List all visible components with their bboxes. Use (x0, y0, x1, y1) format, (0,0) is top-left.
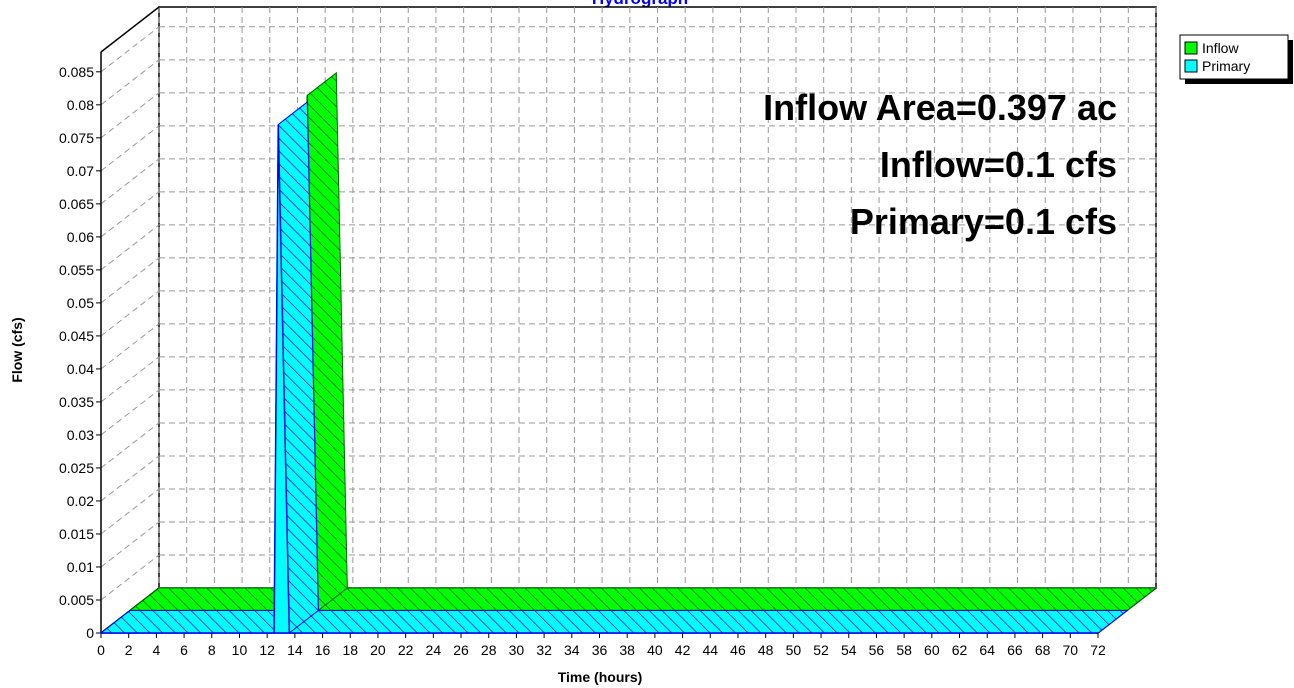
y-tick-label: 0.02 (67, 493, 94, 509)
x-tick-label: 14 (287, 642, 303, 658)
grid-line (100, 26, 160, 73)
grid-line (100, 224, 160, 271)
y-tick-label: 0.025 (59, 460, 94, 476)
x-tick-label: 8 (208, 642, 216, 658)
legend-swatch (1184, 59, 1198, 73)
y-tick-label: 0.035 (59, 394, 94, 410)
x-tick-label: 26 (453, 642, 469, 658)
x-tick-label: 72 (1090, 642, 1106, 658)
x-tick-label: 70 (1063, 642, 1079, 658)
x-tick-label: 12 (259, 642, 275, 658)
legend (1179, 34, 1289, 80)
y-tick-label: 0.015 (59, 526, 94, 542)
y-tick-label: 0.04 (67, 361, 94, 377)
x-tick-label: 62 (952, 642, 968, 658)
y-tick-label: 0.075 (59, 130, 94, 146)
x-tick-label: 56 (869, 642, 885, 658)
x-tick-label: 4 (152, 642, 160, 658)
grid-line (100, 290, 160, 337)
ribbon-front (101, 124, 1098, 634)
x-tick-label: 48 (758, 642, 774, 658)
y-tick-label: 0.085 (59, 64, 94, 80)
annotation: Inflow=0.1 cfs (880, 144, 1117, 185)
x-tick-label: 42 (675, 642, 691, 658)
annotation: Inflow Area=0.397 ac (763, 87, 1117, 128)
x-tick-label: 6 (180, 642, 188, 658)
x-tick-label: 18 (342, 642, 358, 658)
y-tick-label: 0.055 (59, 262, 94, 278)
x-tick-label: 46 (730, 642, 746, 658)
grid-line (100, 257, 160, 304)
x-tick-label: 38 (619, 642, 635, 658)
x-tick-label: 50 (786, 642, 802, 658)
grid-line (100, 158, 160, 205)
chart-title: Hydrograph (592, 0, 688, 8)
grid-line (100, 191, 160, 238)
ribbon-top (99, 610, 305, 634)
x-tick-label: 28 (481, 642, 497, 658)
y-tick-label: 0 (86, 625, 94, 641)
x-tick-label: 64 (979, 642, 995, 658)
x-tick-label: 2 (125, 642, 133, 658)
grid-line (100, 59, 160, 106)
y-tick-label: 0.045 (59, 328, 94, 344)
grid-line (100, 323, 160, 370)
x-tick-label: 34 (564, 642, 580, 658)
axis-line (100, 6, 160, 53)
grid-line (100, 389, 160, 436)
ribbon-top (287, 610, 1129, 634)
legend-label: Inflow (1202, 40, 1239, 56)
x-tick-label: 54 (841, 642, 857, 658)
y-tick-label: 0.03 (67, 427, 94, 443)
grid-line (100, 125, 160, 172)
x-tick-label: 30 (509, 642, 525, 658)
x-tick-label: 44 (702, 642, 718, 658)
x-tick-label: 20 (370, 642, 386, 658)
legend-label: Primary (1202, 58, 1250, 74)
x-tick-label: 24 (426, 642, 442, 658)
legend-swatch (1184, 41, 1198, 55)
y-tick-label: 0.01 (67, 559, 94, 575)
x-tick-label: 58 (896, 642, 912, 658)
x-tick-label: 32 (536, 642, 552, 658)
x-tick-label: 52 (813, 642, 829, 658)
grid-line (100, 521, 160, 568)
y-tick-label: 0.08 (67, 97, 94, 113)
grid-line (100, 92, 160, 139)
y-tick-label: 0.05 (67, 295, 94, 311)
y-tick-label: 0.005 (59, 592, 94, 608)
y-tick-label: 0.07 (67, 163, 94, 179)
grid-line (100, 554, 160, 601)
x-tick-label: 10 (232, 642, 248, 658)
x-tick-label: 60 (924, 642, 940, 658)
x-tick-label: 68 (1035, 642, 1051, 658)
y-tick-label: 0.065 (59, 196, 94, 212)
x-tick-label: 66 (1007, 642, 1023, 658)
grid-line (100, 356, 160, 403)
y-axis-label: Flow (cfs) (9, 317, 25, 382)
x-tick-label: 16 (315, 642, 331, 658)
grid-line (100, 488, 160, 535)
grid-line (100, 422, 160, 469)
grid-line (100, 455, 160, 502)
x-tick-label: 36 (592, 642, 608, 658)
y-tick-label: 0.06 (67, 229, 94, 245)
x-tick-label: 40 (647, 642, 663, 658)
ribbon-top (316, 587, 1158, 611)
x-tick-label: 0 (97, 642, 105, 658)
x-tick-label: 22 (398, 642, 414, 658)
x-axis-label: Time (hours) (558, 669, 643, 685)
annotation: Primary=0.1 cfs (850, 201, 1117, 242)
